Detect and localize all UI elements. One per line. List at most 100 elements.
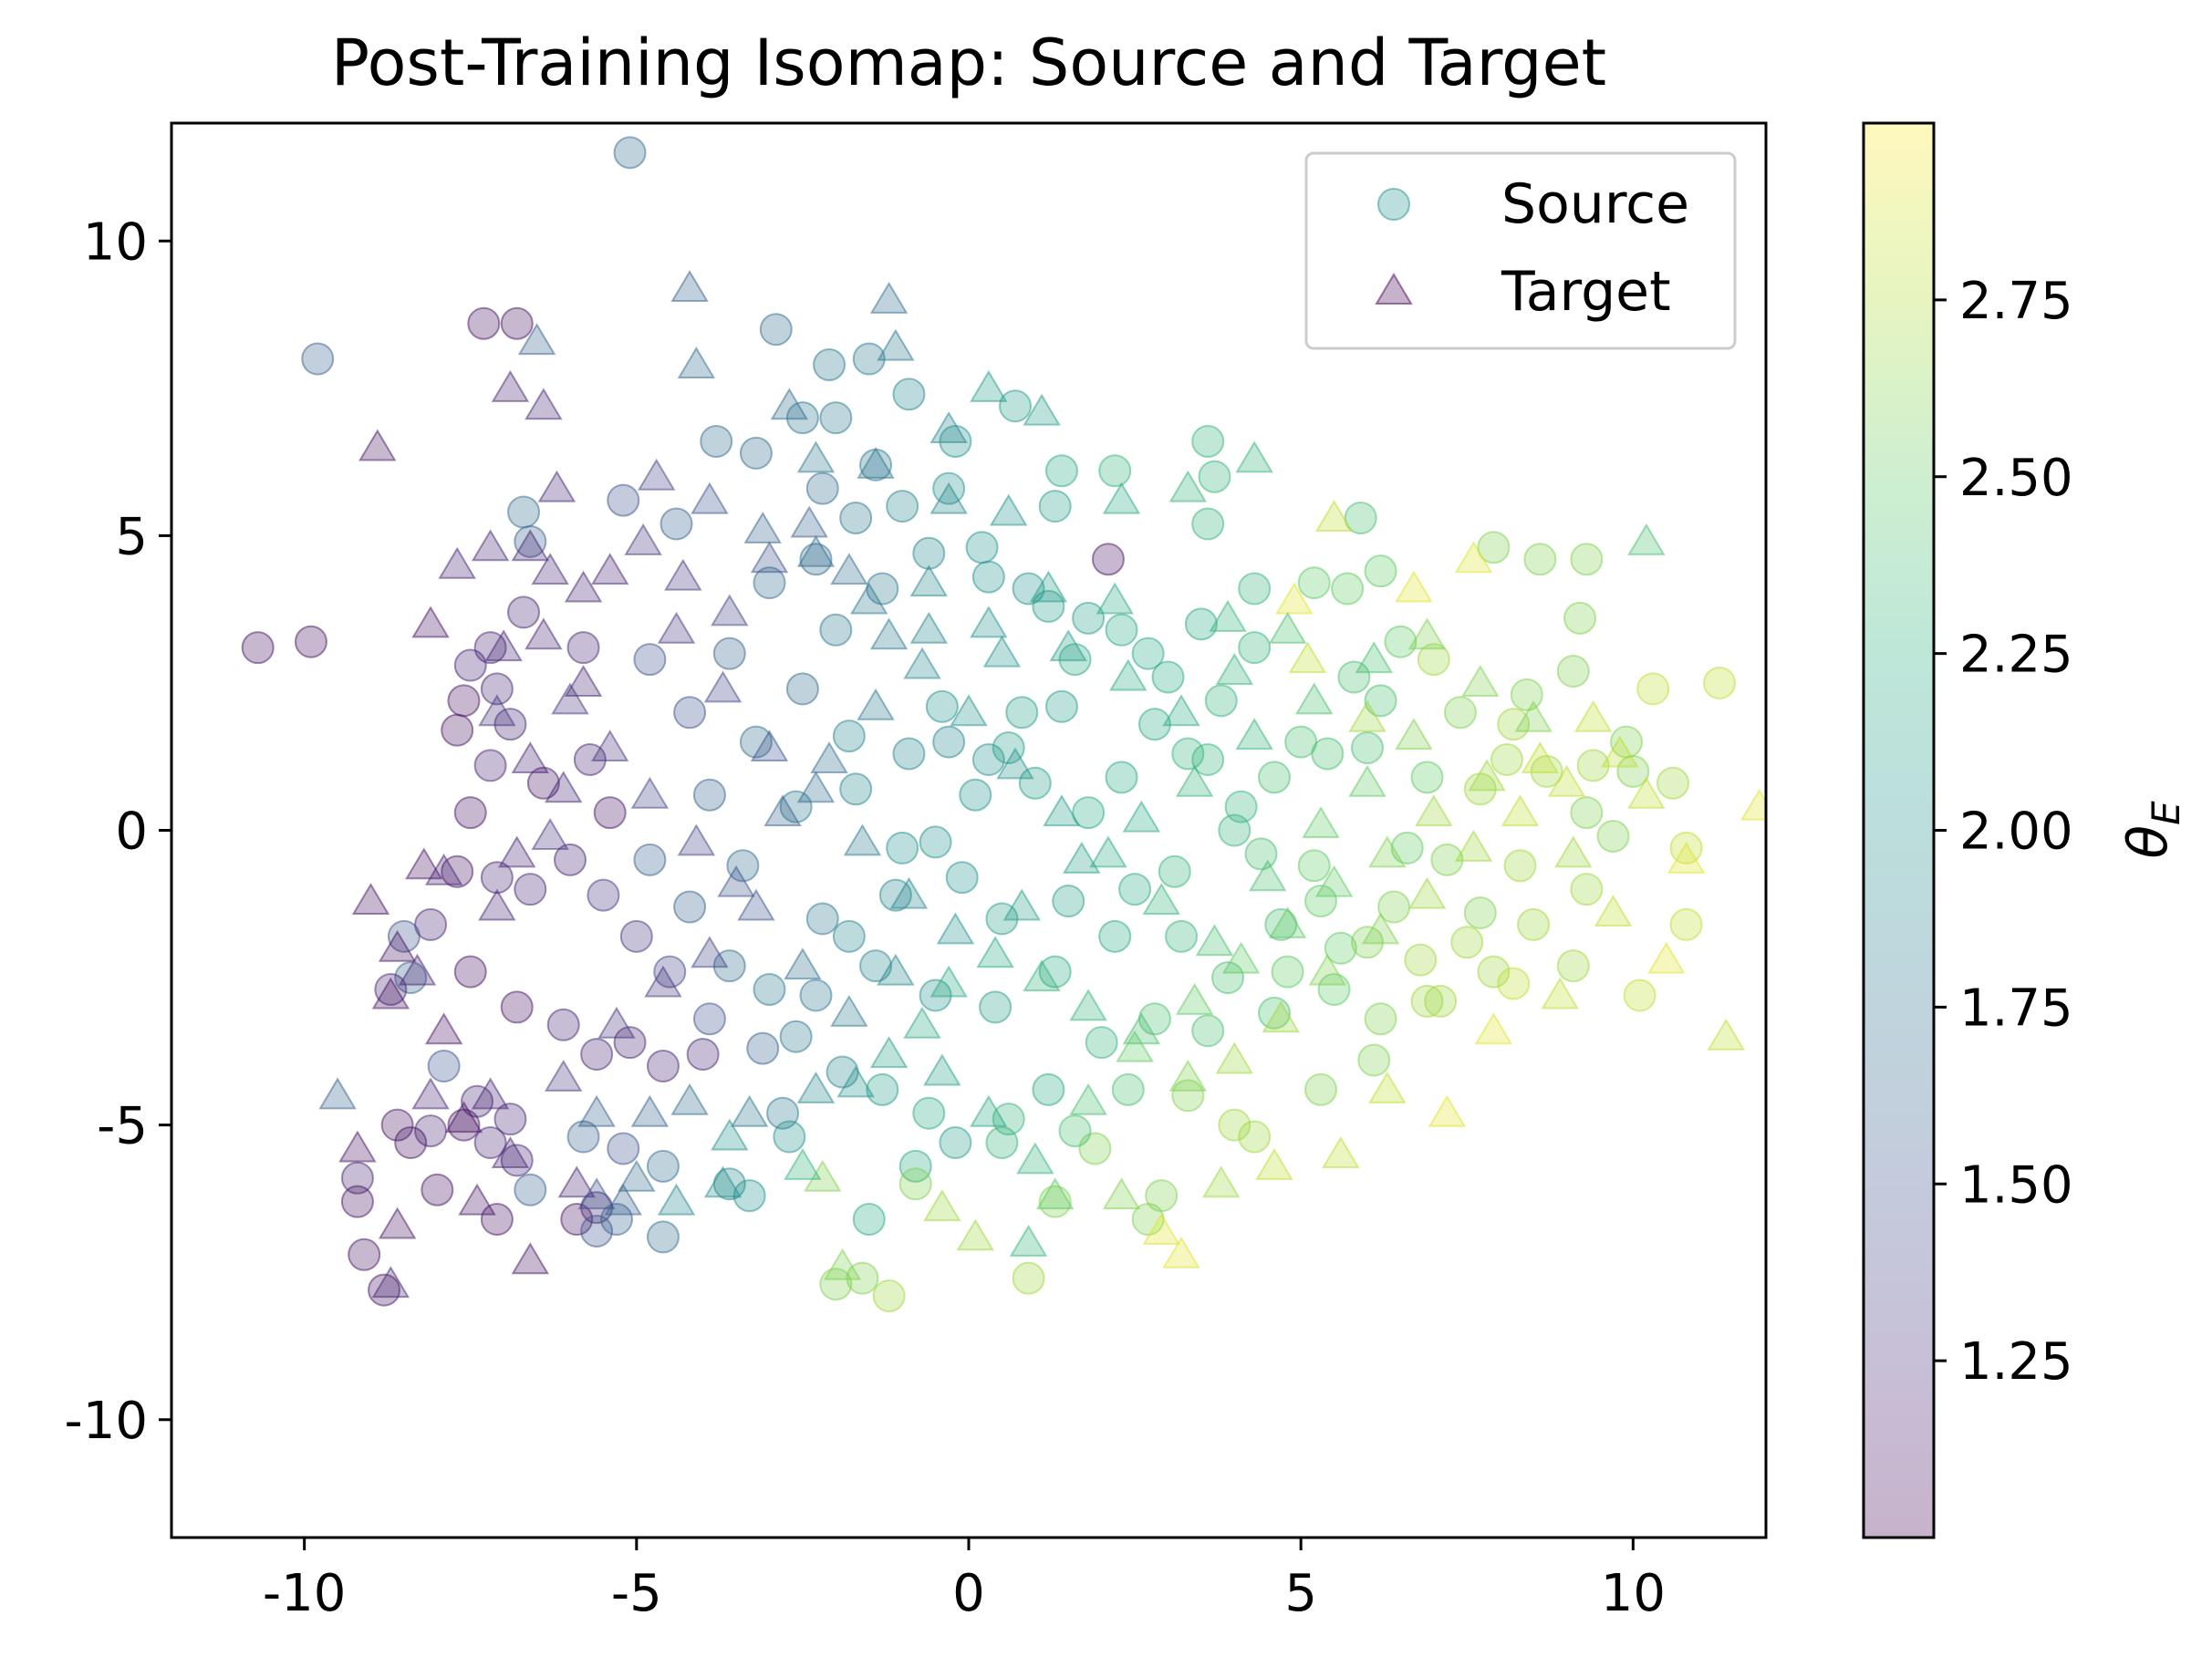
x-tick-label: 0 — [952, 1564, 985, 1623]
source-point-66 — [1211, 961, 1245, 995]
target-point-38 — [378, 929, 417, 962]
source-point-83 — [866, 1072, 899, 1106]
source-point-189 — [925, 689, 959, 723]
target-point-8 — [770, 388, 809, 420]
target-point-175 — [1089, 835, 1127, 868]
source-point-134 — [580, 1038, 614, 1072]
target-point-69 — [1268, 906, 1307, 938]
source-point-167 — [819, 1268, 853, 1301]
x-tick-label: 10 — [1601, 1564, 1666, 1623]
source-point-124 — [514, 873, 547, 906]
source-point-90 — [692, 778, 726, 812]
target-point-192 — [1109, 658, 1148, 691]
source-point-190 — [832, 720, 866, 753]
target-point-89 — [1096, 582, 1134, 615]
source-point-100 — [1204, 684, 1238, 718]
source-point-198 — [1098, 919, 1132, 953]
target-point-70 — [1314, 865, 1354, 897]
target-point-120 — [1428, 1094, 1467, 1127]
source-point-29 — [1510, 678, 1543, 711]
source-point-193 — [805, 902, 839, 936]
source-point-196 — [979, 990, 1013, 1024]
target-point-54 — [604, 1183, 643, 1216]
source-point-70 — [1424, 984, 1458, 1018]
target-point-134 — [784, 1147, 822, 1180]
source-point-17 — [1098, 454, 1132, 488]
source-point-204 — [1443, 696, 1477, 730]
target-point-16 — [1102, 482, 1141, 514]
target-point-24 — [564, 570, 603, 603]
target-point-103 — [843, 823, 882, 856]
source-point-237 — [992, 731, 1025, 765]
source-point-99 — [1151, 660, 1185, 694]
target-point-189 — [909, 564, 949, 597]
source-point-202 — [1337, 660, 1371, 694]
source-point-236 — [959, 778, 992, 812]
target-point-39 — [398, 953, 437, 986]
target-point-43 — [411, 1077, 450, 1110]
target-point-81 — [1627, 523, 1666, 555]
source-point-173 — [1012, 1261, 1045, 1295]
source-point-181 — [1357, 1043, 1391, 1077]
target-point-102 — [796, 771, 836, 803]
source-point-238 — [1044, 689, 1078, 723]
source-point-205 — [1490, 742, 1523, 776]
source-point-42 — [1669, 907, 1703, 941]
source-point-68 — [1317, 972, 1351, 1006]
source-point-185 — [1570, 873, 1604, 906]
legend-target-marker — [1375, 273, 1413, 305]
source-point-110 — [566, 631, 600, 665]
y-tick-label: -10 — [65, 1392, 148, 1451]
source-point-230 — [692, 1002, 726, 1036]
source-point-120 — [526, 766, 560, 800]
target-point-163 — [551, 682, 589, 715]
colorbar-tick-label: 2.25 — [1959, 626, 2073, 685]
source-point-244 — [1404, 943, 1438, 977]
target-point-37 — [351, 883, 390, 916]
target-point-157 — [1361, 912, 1400, 945]
source-point-137 — [686, 1038, 720, 1072]
target-point-162 — [1601, 735, 1639, 768]
target-point-106 — [1002, 888, 1042, 921]
target-point-12 — [796, 440, 836, 473]
target-point-174 — [1043, 794, 1081, 827]
target-point-20 — [511, 529, 550, 562]
target-point-58 — [796, 1071, 836, 1103]
source-point-69 — [1364, 1002, 1397, 1036]
target-point-110 — [1235, 718, 1273, 751]
target-point-76 — [1627, 776, 1666, 809]
source-point-102 — [739, 436, 773, 470]
source-point-113 — [453, 648, 487, 682]
target-point-158 — [1407, 876, 1447, 909]
target-point-10 — [1023, 393, 1061, 426]
target-point-164 — [590, 730, 629, 762]
target-point-11 — [929, 411, 968, 444]
target-point-137 — [657, 1183, 696, 1216]
source-point-243 — [1351, 926, 1384, 959]
source-point-164 — [732, 1179, 766, 1213]
target-point-1 — [869, 281, 909, 314]
legend-source-label: Source — [1501, 172, 1689, 236]
source-point-132 — [500, 990, 534, 1024]
source-point-154 — [560, 1203, 594, 1237]
source-point-245 — [1450, 926, 1484, 959]
source-point-231 — [746, 1031, 780, 1065]
target-point-147 — [877, 953, 915, 986]
source-point-201 — [1284, 725, 1318, 759]
source-point-176 — [1145, 1179, 1179, 1213]
source-point-92 — [785, 672, 819, 706]
source-point-150 — [348, 1238, 381, 1271]
target-point-14 — [1235, 440, 1273, 473]
source-point-166 — [852, 1203, 886, 1237]
x-axis: -10 -5 0 5 10 — [263, 1538, 1666, 1623]
colorbar-ticks: 1.25 1.50 1.75 2.00 2.25 2.50 2.75 — [1934, 272, 2073, 1392]
target-point-194 — [1215, 653, 1254, 686]
target-point-104 — [889, 876, 929, 909]
source-point-211 — [1111, 1072, 1145, 1106]
target-point-55 — [630, 1094, 670, 1127]
target-point-184 — [711, 594, 749, 627]
target-point-44 — [444, 1101, 483, 1134]
target-point-25 — [411, 606, 450, 638]
source-point-64 — [1118, 873, 1152, 906]
